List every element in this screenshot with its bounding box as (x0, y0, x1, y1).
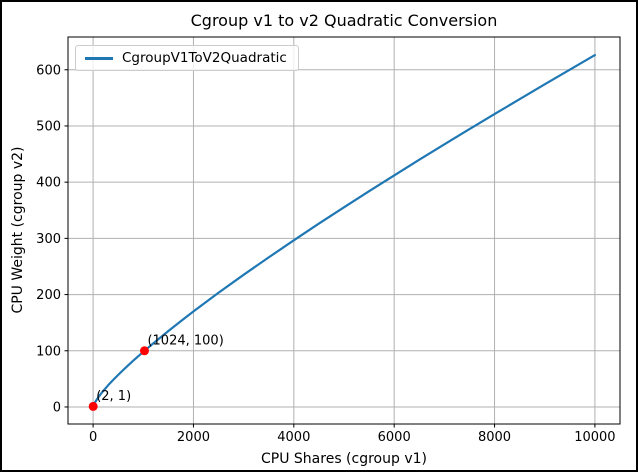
series-curve (92, 53, 597, 408)
y-tick-label: 500 (36, 119, 61, 134)
legend-line-sample (85, 56, 113, 60)
y-tick-label: 0 (53, 400, 61, 415)
legend: CgroupV1ToV2Quadratic (75, 45, 299, 71)
y-tick-label: 300 (36, 232, 61, 247)
x-tick-label: 2000 (177, 430, 210, 445)
point-annotation: (2, 1) (96, 389, 131, 404)
data-point-marker (139, 346, 149, 356)
y-tick-label: 600 (36, 63, 61, 78)
y-tick-label: 400 (36, 176, 61, 191)
x-tick-label: 4000 (277, 430, 310, 445)
x-tick-label: 10000 (574, 430, 615, 445)
point-annotation: (1024, 100) (147, 333, 223, 348)
x-tick-label: 8000 (478, 430, 511, 445)
data-point-marker (88, 401, 98, 411)
x-axis-label: CPU Shares (cgroup v1) (261, 451, 427, 467)
y-axis-label: CPU Weight (cgroup v2) (10, 146, 26, 314)
axes-spines (67, 36, 621, 425)
x-tick-label: 0 (89, 430, 97, 445)
y-tick-label: 200 (36, 288, 61, 303)
x-tick-label: 6000 (378, 430, 411, 445)
y-tick-label: 100 (36, 344, 61, 359)
legend-label: CgroupV1ToV2Quadratic (122, 50, 287, 66)
chart-title: Cgroup v1 to v2 Quadratic Conversion (190, 11, 498, 30)
